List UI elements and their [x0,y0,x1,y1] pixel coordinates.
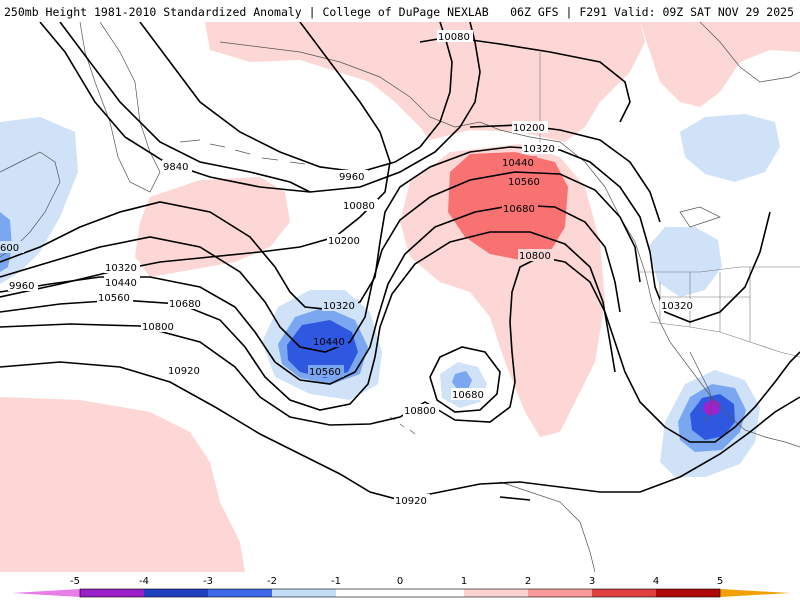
coastline-south-america [499,481,596,572]
contour-label-10560-west: 10560 [98,293,130,304]
contour-label-layer: 10080 10200 10320 10440 10560 10680 1080… [0,30,696,507]
contour-10680-trough [0,231,616,411]
coastline-hudson [699,22,800,83]
colorbar-label-neg4: -4 [139,576,149,587]
model-run-info: 06Z GFS | F291 Valid: 09Z SAT NOV 29 202… [510,5,794,19]
contour-label-10080-top: 10080 [438,32,470,43]
contour-10800-main [0,256,800,443]
contour-9960 [39,22,481,193]
contour-label-10680-west: 10680 [169,299,201,310]
colorbar-swatch-zero [400,589,464,597]
coastline-kamchatka [79,22,161,193]
coastline-west-coast [634,241,800,448]
contour-label-10800-west: 10800 [142,322,174,333]
contour-10680-closed-low [429,346,501,413]
contour-10440-trough [0,171,641,353]
contour-10920 [0,361,800,501]
colorbar-legend: -5 -4 -3 -2 -1 0 1 2 3 4 5 [0,572,800,600]
contour-label-9960-west: 9960 [9,281,34,292]
contour-10560-trough [0,204,621,385]
coastline-alaska [219,41,636,243]
contour-label-10320-west: 10320 [105,263,137,274]
colorbar-arrow-right [720,589,790,597]
colorbar-label-neg3: -3 [203,576,213,587]
colorbar-labels: -5 -4 -3 -2 -1 0 1 2 3 4 5 [70,576,723,587]
coastline-great-lakes [679,206,721,228]
colorbar-swatch-pos1 [464,589,528,597]
colorbar-label-pos2: 2 [525,576,531,587]
positive-anomaly-region-west [135,177,290,277]
positive-anomaly-region-southwest [0,397,245,572]
contour-label-10080-mid: 10080 [343,201,375,212]
height-contours [0,22,800,501]
contour-label-10440-ridge: 10440 [502,158,534,169]
negative-anomaly-northeast [680,114,780,182]
colorbar-swatch-neg2 [272,589,336,597]
colorbar-outline [79,588,721,598]
contour-label-10200-mid: 10200 [328,236,360,247]
anomaly-map: 10080 10200 10320 10440 10560 10680 1080… [0,22,800,572]
contour-label-10320-east: 10320 [523,144,555,155]
contour-label-10680-closed: 10680 [452,390,484,401]
colorbar-swatch-neg5 [80,589,144,597]
contour-label-10440-trough: 10440 [313,337,345,348]
contour-label-10800-south: 10800 [404,406,436,417]
coastline-baja [689,351,713,423]
contour-label-10560-ridge: 10560 [508,177,540,188]
negative-anomaly-mexico-low-core [690,394,735,440]
title-bar: 250mb Height 1981-2010 Standardized Anom… [0,0,800,22]
contour-label-9840: 9840 [163,162,188,173]
colorbar-swatch-pos3 [592,589,656,597]
contour-10800-south-fragment [499,496,531,501]
contour-label-10680-ridge: 10680 [503,204,535,215]
contour-label-10320-trough: 10320 [323,301,355,312]
negative-anomaly-small-low-core [452,371,472,390]
contour-label-9960: 9960 [339,172,364,183]
positive-anomaly-region-north [205,22,645,142]
colorbar-swatch-neg4 [144,589,208,597]
contour-label-10560-trough: 10560 [309,367,341,378]
contour-9840 [59,22,311,193]
colorbar-label-pos3: 3 [589,576,595,587]
negative-anomaly-pacific-trough-core [287,320,358,378]
contour-10320-trough [0,146,771,323]
contour-label-600-edge: 600 [0,243,19,254]
border-us-mexico [649,321,800,358]
colorbar-label-neg1: -1 [331,576,341,587]
contour-label-10440-west: 10440 [105,278,137,289]
colorbar-swatch-neg3 [208,589,272,597]
contour-label-10200-east: 10200 [513,123,545,134]
aleutian-islands [179,139,331,169]
negative-anomaly-east [648,227,722,297]
colorbar-swatch-pos4 [656,589,720,597]
contour-label-10800-ridge: 10800 [519,251,551,262]
colorbar-label-zero: 0 [397,576,403,587]
colorbar-swatch-neg1 [336,589,400,597]
contour-label-10320-east-coast: 10320 [661,301,693,312]
contour-label-10920-south: 10920 [395,496,427,507]
positive-anomaly-region-northeast [640,22,800,107]
map-title: 250mb Height 1981-2010 Standardized Anom… [4,5,489,19]
contour-label-10920-west: 10920 [168,366,200,377]
colorbar-label-pos4: 4 [653,576,659,587]
colorbar-swatches [12,588,790,598]
colorbar-label-neg2: -2 [267,576,277,587]
colorbar-swatch-pos2 [528,589,592,597]
colorbar-label-neg5: -5 [70,576,80,587]
colorbar-label-pos1: 1 [461,576,467,587]
colorbar-label-pos5: 5 [717,576,723,587]
colorbar-arrow-left [12,589,80,597]
contour-10080-west [139,22,453,173]
